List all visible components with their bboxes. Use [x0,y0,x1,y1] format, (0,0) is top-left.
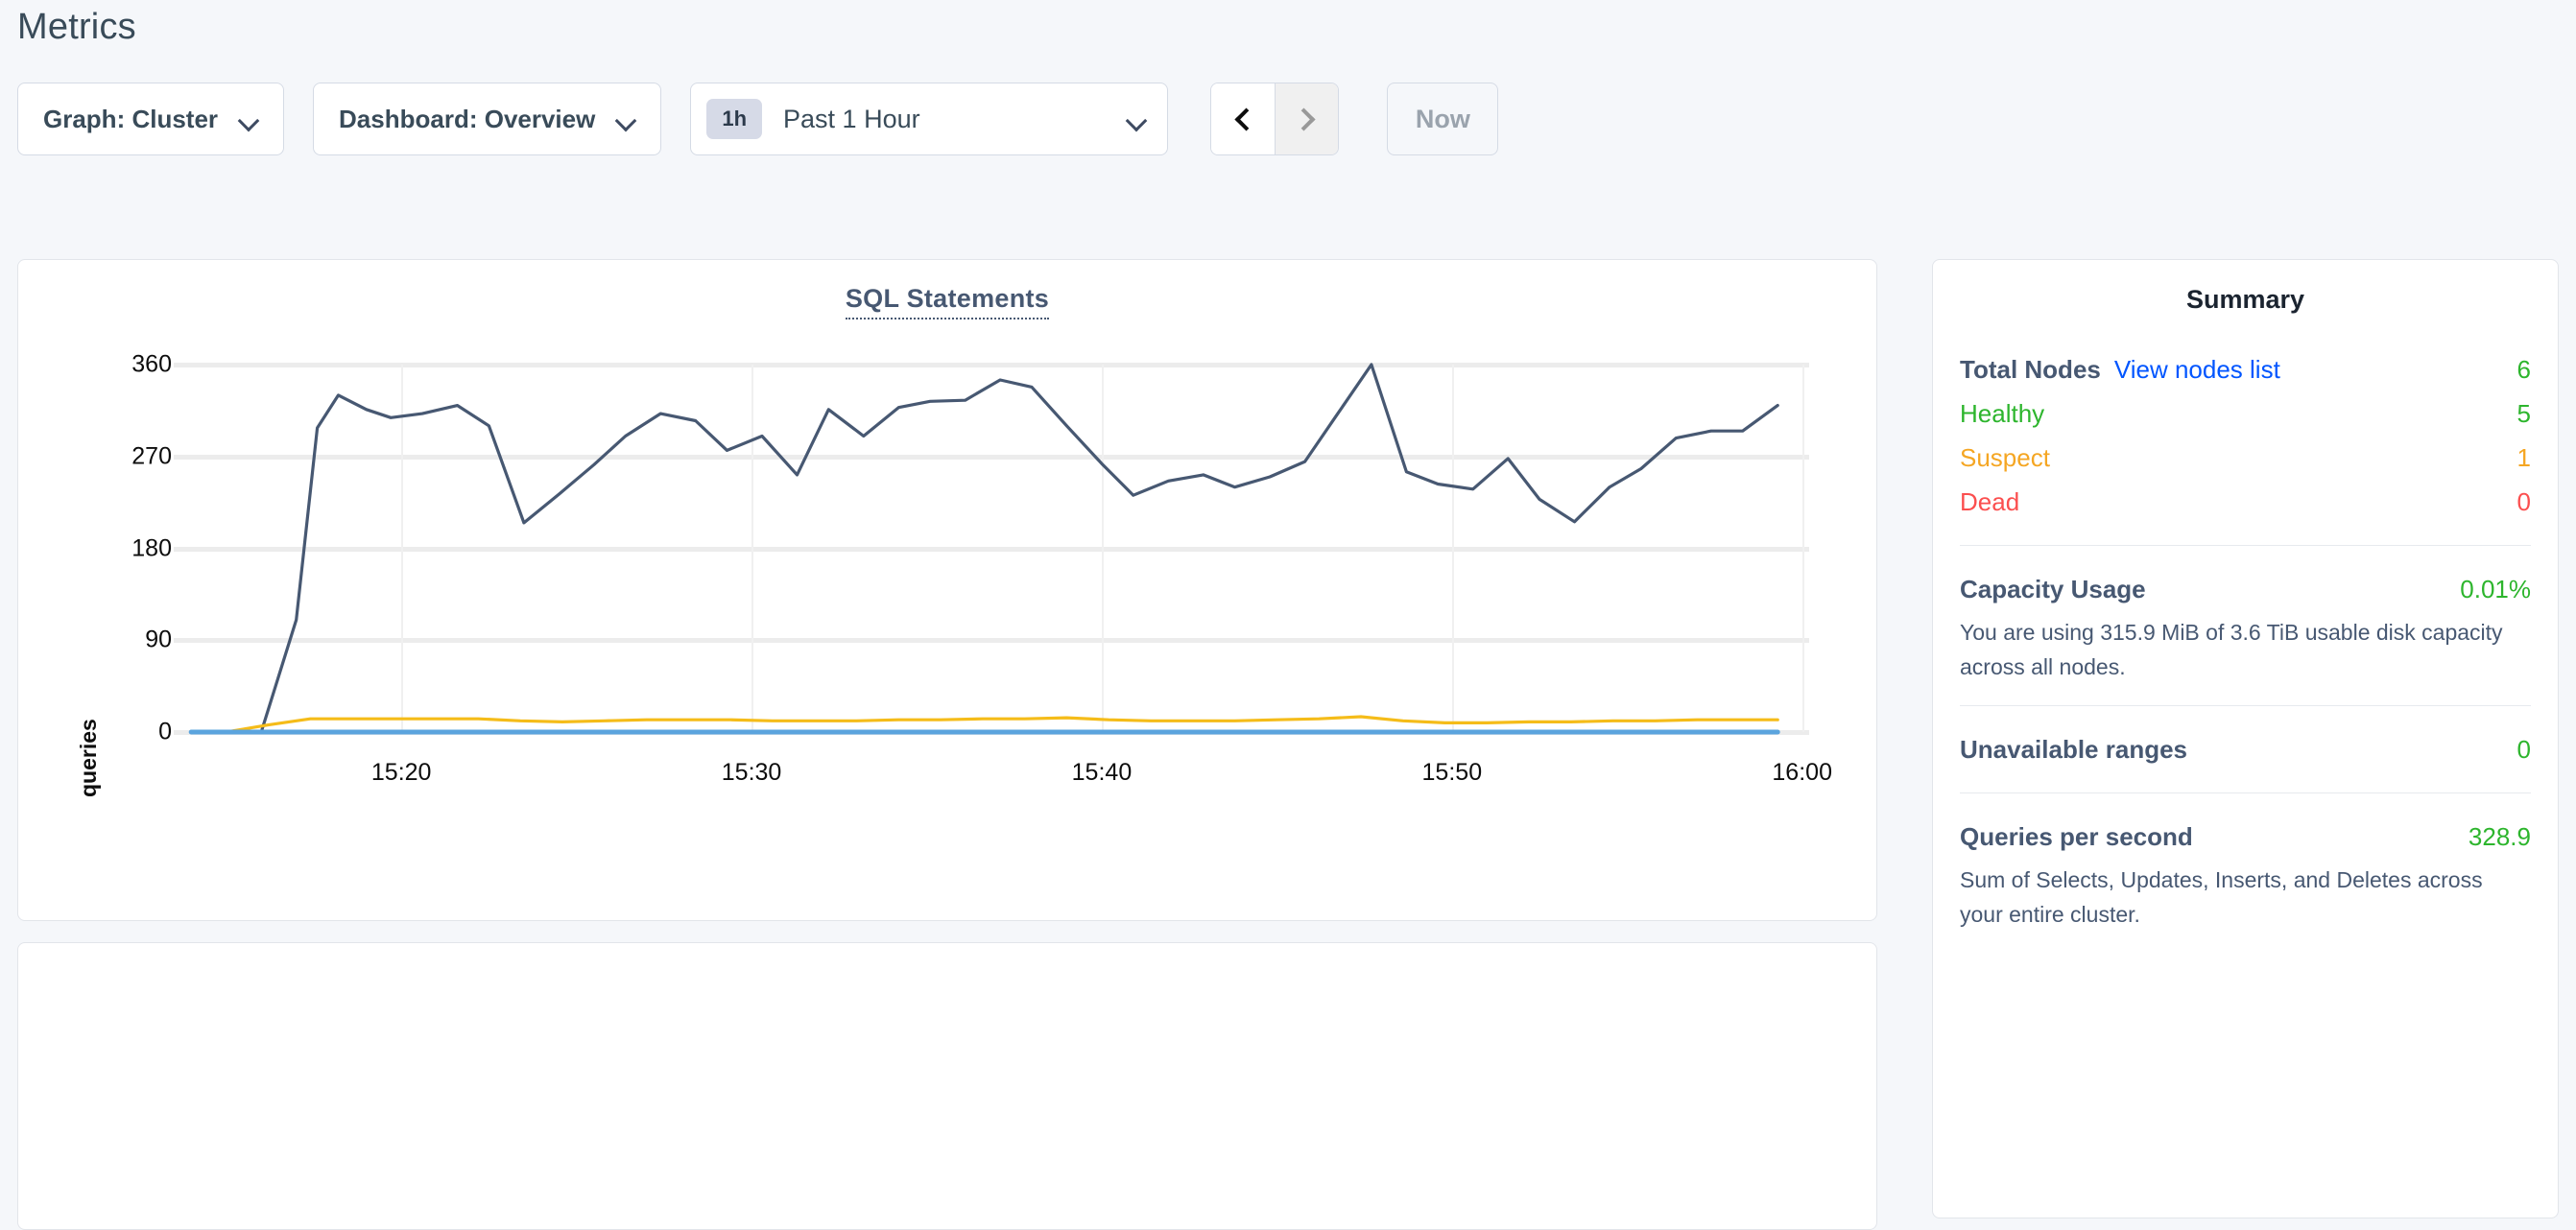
chart-gridline-vertical [1801,365,1804,732]
chevron-left-icon [1234,106,1258,131]
chart-gridline-horizontal [174,363,1809,367]
time-nav-group [1210,83,1340,155]
summary-title: Summary [2185,285,2305,314]
page-title: Metrics [17,7,136,47]
chart-plot-area[interactable]: 09018027036015:2015:3015:4015:5016:0016:… [18,260,2182,920]
summary-row-dead: Dead 0 [1960,480,2531,524]
qps-value: 328.9 [2468,822,2531,851]
summary-row-total-nodes: Total Nodes View nodes list 6 [1960,347,2531,391]
time-range-picker[interactable]: 1h Past 1 Hour [690,83,1169,155]
chart-x-tick-label: 16:00 [1772,759,1832,786]
divider [1960,705,2531,706]
chart-x-tick-label: 15:40 [1071,759,1133,786]
chevron-right-icon [1292,106,1316,131]
chevron-down-icon [616,113,635,125]
chart-title-text: SQL Statements [845,284,1050,319]
qps-description: Sum of Selects, Updates, Inserts, and De… [1960,867,2483,927]
chevron-down-icon [1127,113,1146,125]
chart-gridline-horizontal [174,638,1809,644]
chart-y-tick-label: 360 [131,350,172,378]
dead-value: 0 [2516,487,2531,516]
divider [1960,792,2531,793]
dead-label: Dead [1960,487,2020,516]
time-prev-button[interactable] [1211,83,1276,154]
chart-x-tick-label: 15:20 [370,759,432,786]
next-chart-card [17,942,1877,1230]
suspect-value: 1 [2516,443,2531,472]
graph-dropdown[interactable]: Graph: Cluster [17,83,285,155]
chart-x-tick-label: 15:30 [721,759,782,786]
time-range-label: Past 1 Hour [783,104,920,133]
chart-gridline-vertical [751,365,754,732]
chart-title: SQL Statements [18,284,1876,319]
summary-row-capacity: Capacity Usage 0.01% [1960,567,2531,611]
now-button[interactable]: Now [1387,83,1499,155]
summary-card: Summary Total Nodes View nodes list 6 He… [1932,259,2559,1218]
toolbar: Graph: Cluster Dashboard: Overview 1h Pa… [17,83,1499,155]
chart-gridline-vertical [401,365,404,732]
dashboard-dropdown[interactable]: Dashboard: Overview [313,83,662,155]
time-next-button[interactable] [1275,83,1339,154]
time-range-badge: 1h [706,99,763,139]
chart-y-tick-label: 270 [131,442,172,470]
chart-series-layer [188,363,1780,735]
view-nodes-list-link[interactable]: View nodes list [2113,355,2280,384]
summary-row-unavailable-ranges: Unavailable ranges 0 [1960,727,2531,771]
chart-gridline-horizontal [174,454,1809,460]
chart-x-tick-label: 15:50 [1421,759,1483,786]
chart-y-axis-label: queries [76,719,101,797]
unavailable-ranges-value: 0 [2516,735,2531,764]
summary-row-healthy: Healthy 5 [1960,391,2531,436]
chart-y-tick-label: 180 [131,534,172,561]
capacity-usage-value: 0.01% [2460,575,2531,603]
chart-gridline-horizontal [174,546,1809,552]
total-nodes-label: Total Nodes [1960,355,2101,384]
capacity-usage-description: You are using 315.9 MiB of 3.6 TiB usabl… [1960,620,2503,679]
chart-line-service-latency-secondary [225,715,1779,734]
suspect-label: Suspect [1960,443,2050,472]
qps-label: Queries per second [1960,822,2193,851]
summary-row-qps: Queries per second 328.9 [1960,815,2531,859]
healthy-value: 5 [2516,399,2531,428]
healthy-label: Healthy [1960,399,2045,428]
chart-line-total-statements [259,363,1779,734]
chart-y-tick-label: 0 [158,718,172,745]
sql-statements-chart-card: SQL Statements 0 90 180 270 360 15:20 15:30 15:… [17,259,2182,921]
summary-row-suspect: Suspect 1 [1960,436,2531,480]
chevron-down-icon [239,113,258,125]
chart-gridline-vertical [1451,365,1454,732]
capacity-usage-label: Capacity Usage [1960,575,2146,603]
dashboard-dropdown-label: Dashboard: Overview [339,104,596,133]
graph-dropdown-label: Graph: Cluster [43,104,219,133]
total-nodes-value: 6 [2516,355,2531,384]
unavailable-ranges-label: Unavailable ranges [1960,735,2187,764]
divider [1960,545,2531,546]
chart-gridline-vertical [1101,365,1104,732]
chart-y-tick-label: 90 [145,626,172,653]
